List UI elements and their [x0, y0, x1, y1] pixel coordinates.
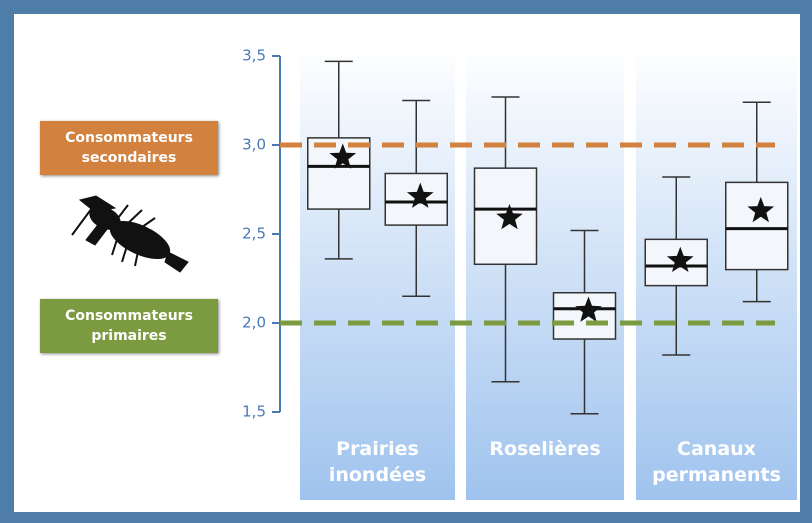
mean-star	[406, 182, 434, 208]
y-tick-label: 2,0	[242, 314, 266, 332]
mean-star	[666, 246, 694, 272]
box	[384, 172, 448, 226]
crayfish-icon	[71, 195, 189, 273]
group-panel	[300, 45, 455, 500]
mean-star	[575, 296, 602, 322]
mean-star	[496, 204, 523, 230]
box	[307, 137, 371, 210]
y-tick-label: 3,0	[242, 136, 266, 154]
group-label: Prairies inondées	[328, 438, 427, 486]
group-label: Roselières	[489, 438, 601, 460]
mean-star	[747, 196, 775, 223]
y-tick-label: 2,5	[242, 225, 266, 243]
box	[725, 181, 789, 271]
y-tick-label: 1,5	[242, 403, 266, 421]
group-panel	[466, 45, 624, 500]
mean-star	[329, 143, 357, 169]
reference-label: Consommateurs primaires	[40, 299, 218, 353]
reference-label: Consommateurs secondaires	[40, 121, 218, 175]
y-tick-label: 3,5	[242, 47, 266, 65]
group-label: Canaux permanents	[652, 438, 781, 486]
